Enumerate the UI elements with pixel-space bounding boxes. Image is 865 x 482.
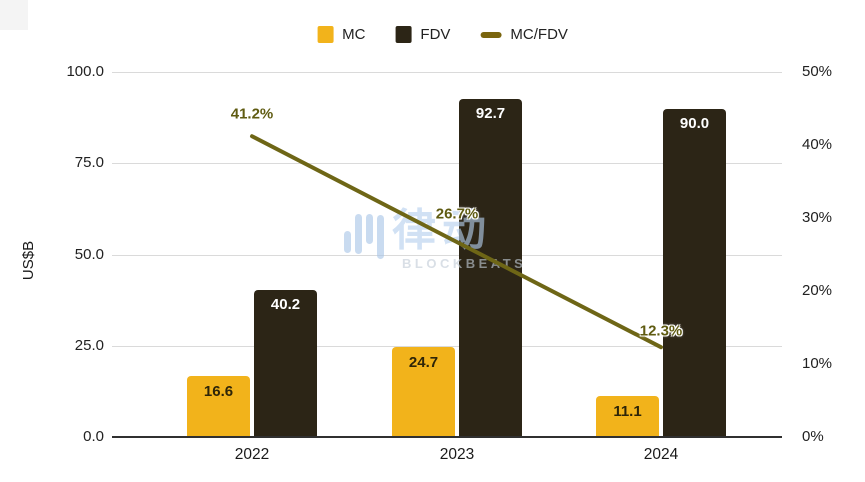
- screen-corner-artifact: [0, 0, 28, 30]
- chart-legend: MC FDV MC/FDV: [317, 26, 568, 43]
- x-axis-baseline: [112, 436, 782, 438]
- fdv-bar: [663, 108, 726, 437]
- blockbeats-logo-icon: [344, 206, 384, 260]
- left-axis-tick-label: 0.0: [83, 428, 104, 445]
- x-axis-category-label: 2022: [234, 446, 270, 463]
- legend-label-mcfdv: MC/FDV: [510, 26, 568, 43]
- mc-bar: [392, 346, 455, 437]
- fdv-bar: [459, 98, 522, 437]
- mc-bar-value-label: 16.6: [203, 383, 234, 401]
- legend-item-fdv: FDV: [395, 26, 450, 43]
- mc-swatch-icon: [317, 26, 334, 43]
- mc-bar-value-label: 11.1: [613, 403, 642, 421]
- legend-label-fdv: FDV: [420, 26, 451, 43]
- right-axis-tick-label: 30%: [802, 209, 833, 226]
- gridline: [112, 72, 782, 73]
- legend-item-mcfdv: MC/FDV: [480, 26, 568, 43]
- ratio-point-label: 26.7%: [435, 205, 479, 223]
- ratio-point-label: 12.3%: [639, 322, 683, 340]
- left-axis-tick-label: 50.0: [74, 245, 104, 263]
- right-axis-tick-label: 10%: [802, 355, 833, 372]
- left-axis-tick-label: 100.0: [66, 63, 104, 80]
- left-axis-tick-label: 75.0: [74, 154, 104, 172]
- right-axis-tick-label: 50%: [802, 63, 833, 80]
- mcfdv-line-swatch-icon: [480, 31, 502, 38]
- right-axis-tick-label: 40%: [802, 136, 833, 153]
- right-axis-tick-label: 20%: [802, 282, 833, 299]
- right-axis-tick-label: 0%: [802, 428, 824, 445]
- left-axis-tick-label: 25.0: [74, 336, 104, 354]
- mc-bar-value-label: 24.7: [408, 353, 439, 371]
- x-axis-category-label: 2023: [439, 446, 475, 463]
- mc-bar: [187, 376, 250, 437]
- fdv-bar-value-label: 90.0: [679, 114, 710, 132]
- legend-item-mc: MC: [317, 26, 365, 43]
- fdv-bar-value-label: 40.2: [270, 296, 301, 314]
- fdv-bar-value-label: 92.7: [475, 104, 506, 122]
- fdv-swatch-icon: [395, 26, 412, 43]
- legend-label-mc: MC: [342, 26, 366, 43]
- ratio-point-label: 41.2%: [230, 105, 274, 123]
- mc-bar: [596, 396, 659, 437]
- x-axis-category-label: 2024: [643, 446, 679, 463]
